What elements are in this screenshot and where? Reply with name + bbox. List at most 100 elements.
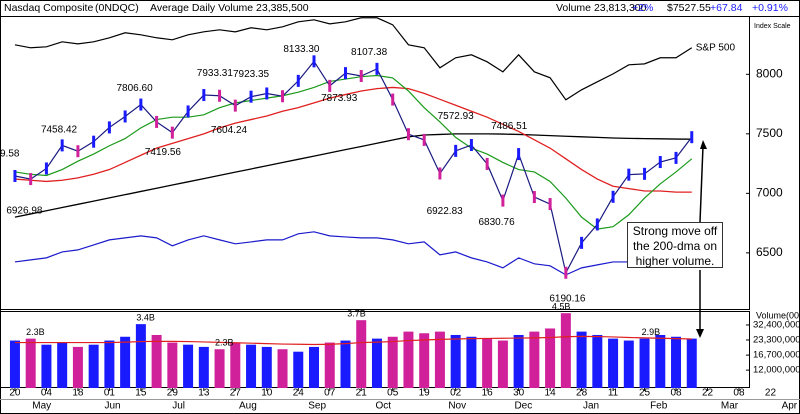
volume-bar	[340, 340, 351, 388]
price-bar	[155, 115, 159, 128]
volume-bar	[151, 334, 162, 388]
avg-volume-line	[14, 335, 692, 346]
volume-bar	[230, 342, 241, 388]
price-bar	[422, 133, 426, 146]
price-annotation: 6830.76	[479, 217, 516, 228]
x-tick-label: 24	[293, 388, 305, 399]
price-annotation: 7419.56	[145, 147, 182, 158]
x-tick-label: 04	[41, 388, 53, 399]
price-bar	[485, 157, 489, 170]
price-panel	[0, 16, 750, 310]
month-label: Mar	[721, 401, 739, 412]
sp500-label: S&P 500	[696, 42, 736, 53]
y-tick-label: 8000	[756, 66, 783, 80]
volume-bar	[529, 331, 540, 388]
month-label: Jun	[104, 401, 120, 412]
volume-bar	[686, 338, 697, 388]
price-bar	[627, 168, 631, 181]
price-annotation: 7873.93	[321, 93, 358, 104]
price-bar	[438, 167, 442, 180]
price-bar	[281, 90, 285, 103]
volume-bar	[419, 333, 430, 388]
x-tick-label: 11	[608, 388, 619, 399]
price-bar	[328, 79, 332, 92]
price-annotation: 7806.60	[116, 83, 153, 94]
volume-bar	[246, 344, 257, 388]
month-label: Jan	[583, 401, 599, 412]
ma200-line	[14, 133, 692, 218]
callout: Strong move off the 200-dma on higher vo…	[627, 222, 723, 268]
price-bar	[690, 131, 694, 144]
price-bar	[454, 144, 458, 157]
callout-arrow	[699, 145, 704, 223]
x-tick-label: 14	[545, 388, 557, 399]
price-line	[14, 60, 693, 275]
price-bar	[233, 99, 237, 112]
volume-annotation: 3.4B	[136, 313, 155, 323]
price-bar	[580, 236, 584, 249]
y-tick-label: 12,000,000	[753, 365, 800, 376]
x-tick-label: 19	[419, 388, 431, 399]
clipped-label: 9.58	[0, 149, 20, 160]
price-annotation: 6190.16	[549, 293, 586, 304]
price-bar	[60, 139, 64, 152]
price-bar	[170, 126, 174, 139]
price-bar	[296, 74, 300, 87]
price-bar	[501, 194, 505, 207]
ma50-line	[14, 86, 692, 193]
y-tick-label: 16,700,000	[753, 350, 800, 361]
price-bar	[186, 105, 190, 118]
price: $7527.55	[667, 2, 711, 14]
price-bar	[44, 162, 48, 175]
x-tick-label: 16	[482, 388, 494, 399]
volume-bar	[466, 336, 477, 388]
price-bar	[406, 128, 410, 141]
volume-bar	[639, 338, 650, 388]
volume-bar	[88, 344, 99, 388]
price-bar	[107, 121, 111, 134]
month-label: Jul	[172, 401, 185, 412]
month-label: Dec	[514, 401, 532, 412]
price-bar	[123, 110, 127, 123]
price-bar	[658, 156, 662, 169]
price-annotation: 7458.42	[41, 124, 78, 135]
price-bar	[312, 55, 316, 68]
x-tick-label: 25	[639, 388, 651, 399]
volume-bar	[371, 338, 382, 388]
avg-volume: Average Daily Volume 23,385,500	[150, 2, 309, 14]
price-bar	[29, 173, 33, 186]
arrow-head	[700, 140, 707, 149]
volume-bar	[183, 344, 194, 388]
sp500-line	[14, 17, 693, 101]
x-tick-label: 20	[9, 388, 21, 399]
volume-bar	[482, 338, 493, 388]
price-bar	[391, 93, 395, 106]
x-tick-label: 10	[261, 388, 273, 399]
y-tick-label: 23,300,000	[753, 334, 800, 345]
price-bar	[469, 139, 473, 152]
arrow-head	[696, 329, 704, 338]
price-bar	[674, 151, 678, 164]
x-tick-label: 30	[513, 388, 525, 399]
volume-bar	[104, 340, 115, 388]
month-label: Sep	[308, 401, 326, 412]
volume-bar	[623, 340, 634, 388]
volume-bar	[198, 346, 209, 388]
price-annotation: 7486.51	[491, 121, 528, 132]
x-tick-label: 08	[670, 388, 682, 399]
x-tick-label: 08	[733, 388, 745, 399]
price-bar	[92, 135, 96, 148]
volume-bar	[72, 346, 83, 388]
volume-bar	[57, 342, 68, 388]
price-annotation: 7923.35	[233, 69, 270, 80]
price-bar	[218, 89, 222, 102]
x-tick-label: 18	[72, 388, 84, 399]
price-bar	[359, 69, 363, 82]
volume-change: +2%	[632, 2, 653, 14]
volume-annotation: 2.3B	[215, 338, 234, 348]
volume-bar	[167, 342, 178, 388]
change: +67.84	[710, 2, 743, 14]
volume-bar	[450, 334, 461, 388]
